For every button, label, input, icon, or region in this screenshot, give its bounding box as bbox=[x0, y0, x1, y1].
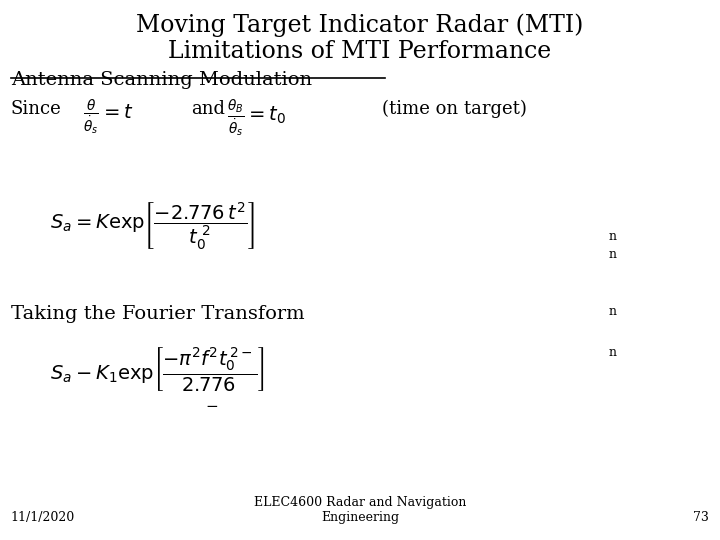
Text: n: n bbox=[608, 248, 616, 261]
Text: Taking the Fourier Transform: Taking the Fourier Transform bbox=[11, 305, 305, 323]
Text: Moving Target Indicator Radar (MTI): Moving Target Indicator Radar (MTI) bbox=[136, 14, 584, 37]
Text: (time on target): (time on target) bbox=[382, 100, 526, 118]
Text: Limitations of MTI Performance: Limitations of MTI Performance bbox=[168, 40, 552, 64]
Text: and: and bbox=[191, 100, 225, 118]
Text: Since: Since bbox=[11, 100, 61, 118]
Text: $\frac{\theta}{\dot{\theta}_s} = t$: $\frac{\theta}{\dot{\theta}_s} = t$ bbox=[83, 97, 133, 136]
Text: n: n bbox=[608, 346, 616, 359]
Text: $S_a - K_1\exp\!\left[\dfrac{-\pi^2 f^2 t_0^{\,2-}}{2.776}\right]$: $S_a - K_1\exp\!\left[\dfrac{-\pi^2 f^2 … bbox=[50, 346, 265, 394]
Text: Antenna Scanning Modulation: Antenna Scanning Modulation bbox=[11, 71, 312, 89]
Text: ELEC4600 Radar and Navigation
Engineering: ELEC4600 Radar and Navigation Engineerin… bbox=[254, 496, 466, 524]
Text: 11/1/2020: 11/1/2020 bbox=[11, 511, 75, 524]
Text: n: n bbox=[608, 305, 616, 318]
Text: 73: 73 bbox=[693, 511, 709, 524]
Text: $\frac{\theta_B}{\dot{\theta}_s} = t_0$: $\frac{\theta_B}{\dot{\theta}_s} = t_0$ bbox=[227, 97, 286, 138]
Text: $S_a = K\exp\!\left[\dfrac{-2.776\,t^2}{t_0^{\;2}}\right]$: $S_a = K\exp\!\left[\dfrac{-2.776\,t^2}{… bbox=[50, 200, 256, 251]
Text: $-$: $-$ bbox=[205, 397, 218, 412]
Text: n: n bbox=[608, 230, 616, 242]
